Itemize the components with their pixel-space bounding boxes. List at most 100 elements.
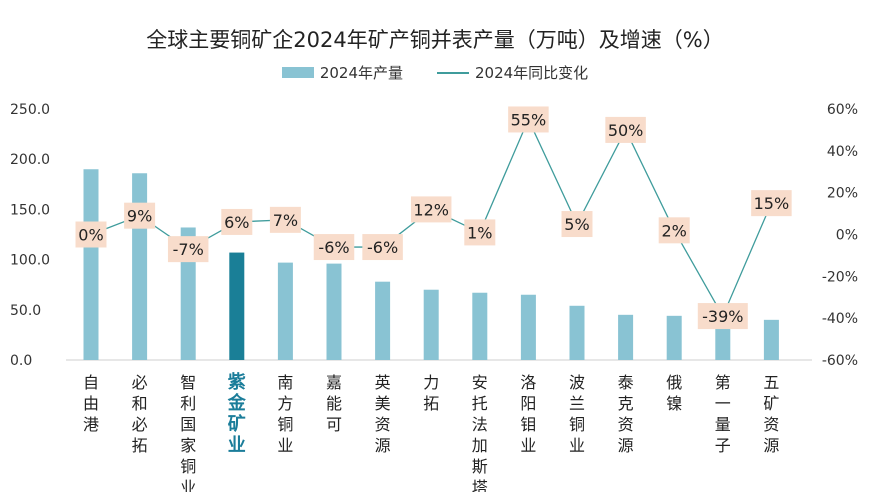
left-tick-label: 250.0 bbox=[10, 102, 50, 118]
category-char: 可 bbox=[326, 415, 342, 434]
growth-label-bg bbox=[124, 202, 156, 229]
bar bbox=[326, 263, 342, 360]
growth-label-text: 2% bbox=[662, 221, 687, 240]
category-char: 量 bbox=[715, 415, 731, 434]
category-char: 金 bbox=[227, 392, 247, 414]
category-char: 拓 bbox=[132, 436, 148, 455]
category-char: 源 bbox=[618, 436, 634, 455]
bar bbox=[229, 252, 245, 360]
category-labels: 自由港必和必拓智利国家铜业紫金矿业南方铜业嘉能可英美资源力拓安托法加斯塔洛阳钼业… bbox=[83, 371, 779, 492]
right-tick-label: -20% bbox=[822, 269, 858, 285]
category-char: 铜 bbox=[277, 415, 293, 434]
legend: 2024年产量 2024年同比变化 bbox=[0, 62, 870, 83]
left-tick-label: 0.0 bbox=[10, 353, 32, 369]
growth-label-bg bbox=[561, 211, 593, 238]
category-char: 南 bbox=[277, 373, 293, 392]
bar bbox=[472, 292, 488, 360]
category-char: 阳 bbox=[520, 394, 536, 413]
category-char: 美 bbox=[375, 394, 391, 413]
growth-label-text: -7% bbox=[173, 240, 204, 259]
growth-data-label: 9% bbox=[124, 202, 156, 229]
category-char: 一 bbox=[715, 394, 731, 413]
category-char: 嘉 bbox=[326, 373, 342, 392]
growth-label-text: 0% bbox=[78, 226, 103, 245]
category-char: 利 bbox=[180, 394, 196, 413]
category-char: 港 bbox=[83, 415, 99, 434]
category-char: 智 bbox=[180, 373, 196, 392]
legend-label-line: 2024年同比变化 bbox=[475, 64, 589, 82]
left-tick-label: 150.0 bbox=[10, 202, 50, 218]
growth-label-text: -6% bbox=[367, 238, 398, 257]
category-char: 矿 bbox=[228, 413, 246, 435]
category-label: 自由港 bbox=[83, 373, 99, 434]
bar bbox=[618, 314, 634, 360]
growth-data-label: 7% bbox=[269, 206, 301, 233]
category-char: 紫 bbox=[228, 371, 246, 393]
category-char: 资 bbox=[763, 415, 779, 434]
category-char: 拓 bbox=[423, 394, 439, 413]
category-char: 业 bbox=[228, 435, 246, 456]
left-tick-label: 200.0 bbox=[10, 152, 50, 168]
growth-data-label: 1% bbox=[464, 219, 496, 246]
growth-label-text: -39% bbox=[702, 307, 743, 326]
legend-item-line[interactable]: 2024年同比变化 bbox=[437, 62, 588, 83]
growth-label-bg bbox=[410, 196, 452, 223]
category-char: 矿 bbox=[763, 394, 779, 413]
category-char: 业 bbox=[180, 478, 196, 492]
bar bbox=[569, 305, 585, 360]
right-tick-label: 0% bbox=[836, 228, 858, 244]
category-label: 安托法加斯塔 bbox=[472, 373, 488, 492]
growth-label-text: 1% bbox=[467, 223, 492, 242]
category-char: 方 bbox=[277, 394, 293, 413]
category-char: 法 bbox=[472, 415, 488, 434]
growth-label-bg bbox=[313, 234, 355, 261]
category-char: 加 bbox=[472, 436, 488, 455]
growth-data-label: -39% bbox=[697, 303, 748, 330]
right-tick-label: -60% bbox=[822, 353, 858, 369]
category-char: 洛 bbox=[520, 373, 536, 392]
growth-label-text: 12% bbox=[413, 200, 449, 219]
category-label: 必和必拓 bbox=[132, 373, 148, 455]
growth-data-label: -7% bbox=[167, 236, 209, 263]
growth-label-bg bbox=[75, 221, 107, 248]
growth-labels: 0% 9% -7% 6% 7% -6% -6% 12% 1% 55% 5% 50% 2% -39% 15% bbox=[75, 106, 792, 330]
category-char: 国 bbox=[180, 415, 196, 434]
growth-label-bg bbox=[269, 206, 301, 233]
category-label: 嘉能可 bbox=[326, 373, 342, 434]
category-char: 五 bbox=[763, 373, 779, 392]
growth-data-label: 50% bbox=[605, 116, 646, 143]
right-tick-label: 60% bbox=[827, 102, 858, 118]
category-char: 兰 bbox=[569, 394, 585, 413]
category-char: 斯 bbox=[472, 457, 488, 476]
growth-label-bg bbox=[751, 190, 792, 217]
bar bbox=[375, 281, 391, 360]
growth-data-label: 0% bbox=[75, 221, 107, 248]
category-label: 英美资源 bbox=[375, 373, 391, 455]
category-char: 安 bbox=[472, 373, 488, 392]
legend-swatch-bar bbox=[281, 67, 314, 78]
category-char: 波 bbox=[569, 373, 585, 392]
legend-label-bar: 2024年产量 bbox=[319, 64, 403, 82]
category-char: 钼 bbox=[520, 415, 536, 434]
growth-label-text: 7% bbox=[273, 211, 298, 230]
category-char: 泰 bbox=[618, 373, 634, 392]
category-char: 俄 bbox=[666, 373, 682, 392]
category-label: 力拓 bbox=[423, 373, 439, 413]
growth-label-text: -6% bbox=[318, 238, 349, 257]
legend-item-bar[interactable]: 2024年产量 bbox=[281, 62, 403, 83]
growth-data-label: 6% bbox=[221, 208, 253, 235]
growth-label-bg bbox=[362, 234, 403, 261]
category-char: 业 bbox=[277, 436, 293, 455]
category-char: 铜 bbox=[180, 457, 196, 476]
bar bbox=[83, 169, 99, 360]
category-label: 波兰铜业 bbox=[569, 373, 585, 455]
growth-label-text: 55% bbox=[511, 110, 547, 129]
growth-label-text: 5% bbox=[564, 215, 589, 234]
category-label: 紫金矿业 bbox=[227, 371, 247, 456]
category-label: 俄镍 bbox=[666, 373, 682, 413]
category-char: 必 bbox=[132, 373, 148, 392]
category-label: 洛阳钼业 bbox=[520, 373, 536, 455]
category-char: 由 bbox=[83, 394, 99, 413]
left-axis: 0.0 50.0 100.0 150.0 200.0 250.0 bbox=[10, 102, 50, 369]
category-char: 英 bbox=[375, 373, 391, 392]
